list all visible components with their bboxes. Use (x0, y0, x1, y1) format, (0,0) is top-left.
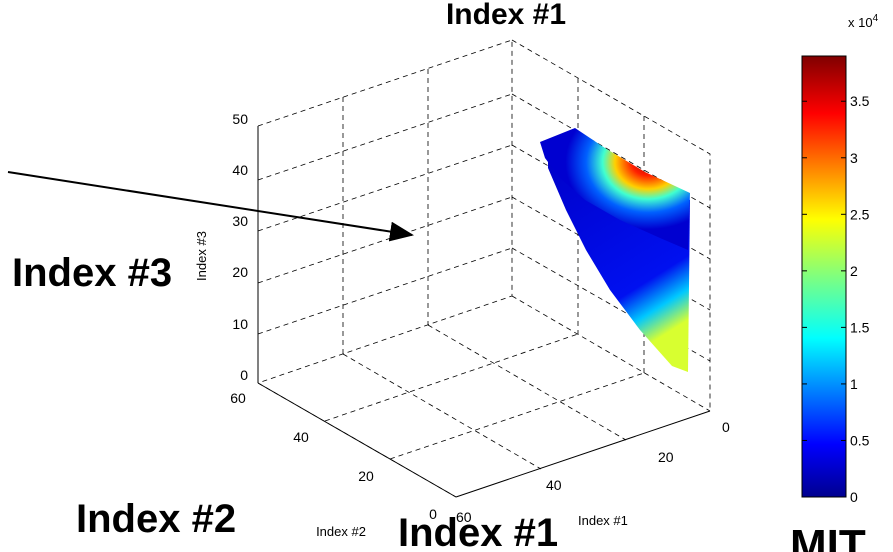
z-tick-label: 40 (232, 162, 248, 178)
index-3-annotation: Index #3 (12, 251, 172, 295)
axes (257, 126, 711, 498)
y-tick-label: 0 (429, 506, 437, 522)
x-tick-label: 60 (456, 509, 472, 525)
colorbar-gradient (801, 55, 847, 498)
colorbar-tick-label: 1.5 (850, 319, 870, 335)
x-axis-label: Index #1 (578, 513, 628, 528)
z-axis-label: Index #3 (194, 231, 209, 281)
y-tick-label: 60 (230, 390, 246, 406)
x-tick-label: 20 (658, 449, 674, 465)
index-2-annotation: Index #2 (76, 497, 236, 541)
y-axis-label: Index #2 (316, 524, 366, 539)
z-tick-label: 20 (232, 264, 248, 280)
colorbar-tick-label: 0 (850, 489, 858, 505)
mit-logo: MIT (790, 514, 886, 552)
colorbar-tick-label: 3 (850, 150, 858, 166)
colorbar-tick-label: 0.5 (850, 432, 870, 448)
x-tick-labels: 0 20 40 60 (456, 419, 730, 525)
svg-text:MIT: MIT (790, 521, 866, 552)
surface-plot (540, 128, 690, 372)
colorbar: x 104 0 0.5 1 1.5 2 2.5 3 3.5 (801, 13, 879, 505)
y-tick-label: 40 (293, 429, 309, 445)
y-tick-label: 20 (358, 468, 374, 484)
colorbar-ticks: 0 0.5 1 1.5 2 2.5 3 3.5 (802, 93, 870, 505)
surface-upper (540, 128, 690, 250)
colorbar-tick-label: 2.5 (850, 206, 870, 222)
x-tick-label: 40 (546, 477, 562, 493)
colorbar-tick-label: 3.5 (850, 93, 870, 109)
annotation-arrow (7, 171, 414, 242)
x-tick-label: 0 (722, 419, 730, 435)
y-tick-labels: 60 40 20 0 (230, 390, 437, 522)
colorbar-multiplier: x 104 (848, 13, 879, 30)
z-tick-label: 10 (232, 316, 248, 332)
index-1-annotation: Index #1 (398, 511, 558, 552)
z-tick-label: 30 (232, 213, 248, 229)
z-tick-label: 0 (240, 367, 248, 383)
colorbar-tick-label: 1 (850, 376, 858, 392)
z-tick-label: 50 (232, 111, 248, 127)
colorbar-tick-label: 2 (850, 263, 858, 279)
z-tick-labels: 0 10 20 30 40 50 (232, 111, 248, 383)
chart-title: Index #1 (446, 0, 566, 31)
